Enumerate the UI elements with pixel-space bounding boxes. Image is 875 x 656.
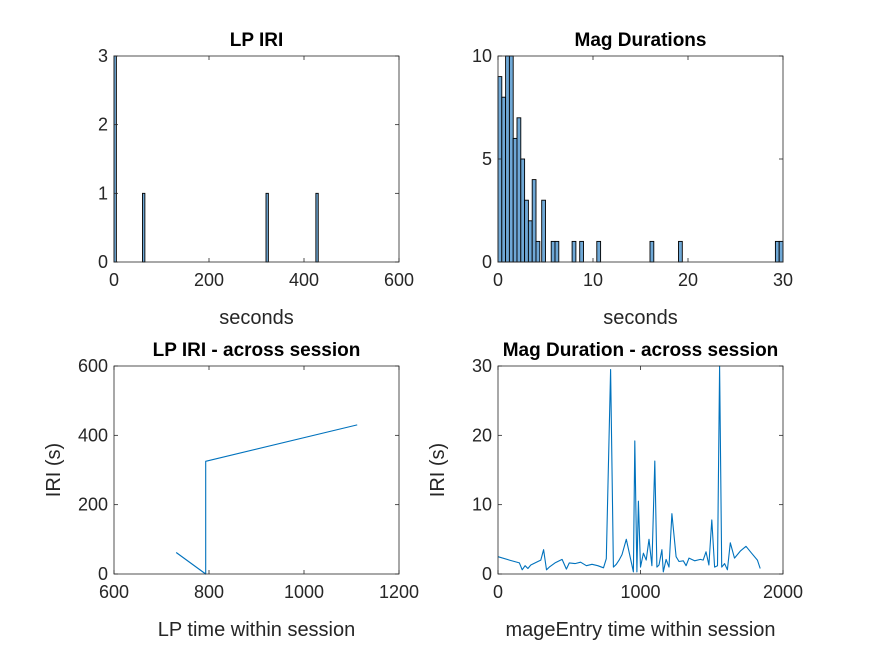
- histogram-bar: [501, 96, 507, 263]
- histogram-bar: [778, 240, 784, 263]
- x-tick-label: 1000: [284, 582, 324, 602]
- plot-area: [114, 366, 399, 574]
- histogram-bar: [571, 240, 577, 263]
- histogram-bar: [550, 240, 556, 263]
- histogram-bar: [554, 240, 560, 263]
- histogram-bar: [142, 192, 146, 263]
- x-axis-label: seconds: [219, 307, 294, 329]
- y-axis-label: IRI (s): [427, 443, 449, 497]
- x-tick-label: 600: [99, 582, 129, 602]
- histogram-bar: [505, 55, 510, 263]
- x-tick-label: 10: [583, 270, 603, 290]
- plot-area: [498, 56, 783, 262]
- x-tick-label: 30: [773, 270, 793, 290]
- histogram-bar: [596, 240, 602, 263]
- y-axis-label: IRI (s): [43, 443, 65, 497]
- chart-lp-iri-session: 600 800 1000 1200 0 200 400 600 LP IRI - across …: [43, 340, 419, 641]
- histogram-bar: [535, 240, 541, 263]
- y-tick-label: 1: [98, 183, 108, 203]
- histogram-bar: [516, 117, 522, 263]
- x-tick-label: 200: [194, 270, 224, 290]
- histogram-bar: [265, 192, 269, 263]
- x-tick-label: 800: [194, 582, 224, 602]
- y-tick-label: 400: [78, 425, 108, 445]
- x-axis-label: LP time within session: [158, 619, 356, 641]
- histogram-bar: [579, 240, 584, 263]
- histogram-bar: [527, 220, 533, 263]
- x-axis-label: mageEntry time within session: [505, 619, 775, 641]
- y-tick-label: 0: [98, 252, 108, 272]
- histogram-bar: [678, 240, 683, 263]
- axes-box: [113, 365, 400, 575]
- y-tick-label: 0: [482, 564, 492, 584]
- histogram-bar: [541, 199, 546, 263]
- x-tick-label: 0: [493, 270, 503, 290]
- series-line: [497, 365, 761, 573]
- y-tick-label: 0: [482, 252, 492, 272]
- x-tick-label: 0: [493, 582, 503, 602]
- y-tick-label: 20: [472, 425, 492, 445]
- y-tick-label: 0: [98, 564, 108, 584]
- chart-lp-iri-hist: 0 200 400 600 0 1 2 3 LP IRI seconds: [98, 30, 414, 329]
- chart-title: LP IRI: [230, 30, 284, 51]
- histogram-bar: [520, 158, 526, 263]
- x-tick-label: 2000: [763, 582, 803, 602]
- histogram-bar: [649, 240, 655, 263]
- x-tick-label: 1200: [379, 582, 419, 602]
- y-tick-label: 3: [98, 46, 108, 66]
- y-tick-label: 10: [472, 495, 492, 515]
- histogram-bar: [524, 199, 529, 263]
- chart-title: LP IRI - across session: [153, 340, 361, 361]
- y-tick-label: 2: [98, 115, 108, 135]
- chart-mag-dur-hist: 0 10 20 30 0 5 10 Mag Durations seconds: [472, 30, 793, 329]
- y-tick-label: 5: [482, 149, 492, 169]
- histogram-bar: [508, 55, 514, 263]
- histogram-bar: [315, 192, 319, 263]
- x-tick-label: 20: [678, 270, 698, 290]
- x-tick-label: 400: [289, 270, 319, 290]
- chart-title: Mag Duration - across session: [503, 340, 779, 361]
- x-tick-label: 600: [384, 270, 414, 290]
- x-tick-label: 1000: [620, 582, 660, 602]
- y-tick-label: 200: [78, 495, 108, 515]
- series-line: [175, 424, 358, 575]
- x-tick-label: 0: [109, 270, 119, 290]
- histogram-bar: [531, 179, 537, 263]
- histogram-bar: [512, 137, 518, 263]
- x-axis-label: seconds: [603, 307, 678, 329]
- axes-box: [113, 55, 400, 263]
- plot-area: [114, 56, 399, 262]
- plot-area: [498, 366, 783, 574]
- y-tick-label: 30: [472, 356, 492, 376]
- histogram-bar: [497, 76, 503, 263]
- y-tick-label: 600: [78, 356, 108, 376]
- chart-mag-dur-session: 0 1000 2000 0 10 20 30 Mag Duration - across se…: [427, 340, 803, 641]
- histogram-bar: [774, 240, 780, 263]
- y-tick-label: 10: [472, 46, 492, 66]
- chart-title: Mag Durations: [575, 30, 707, 51]
